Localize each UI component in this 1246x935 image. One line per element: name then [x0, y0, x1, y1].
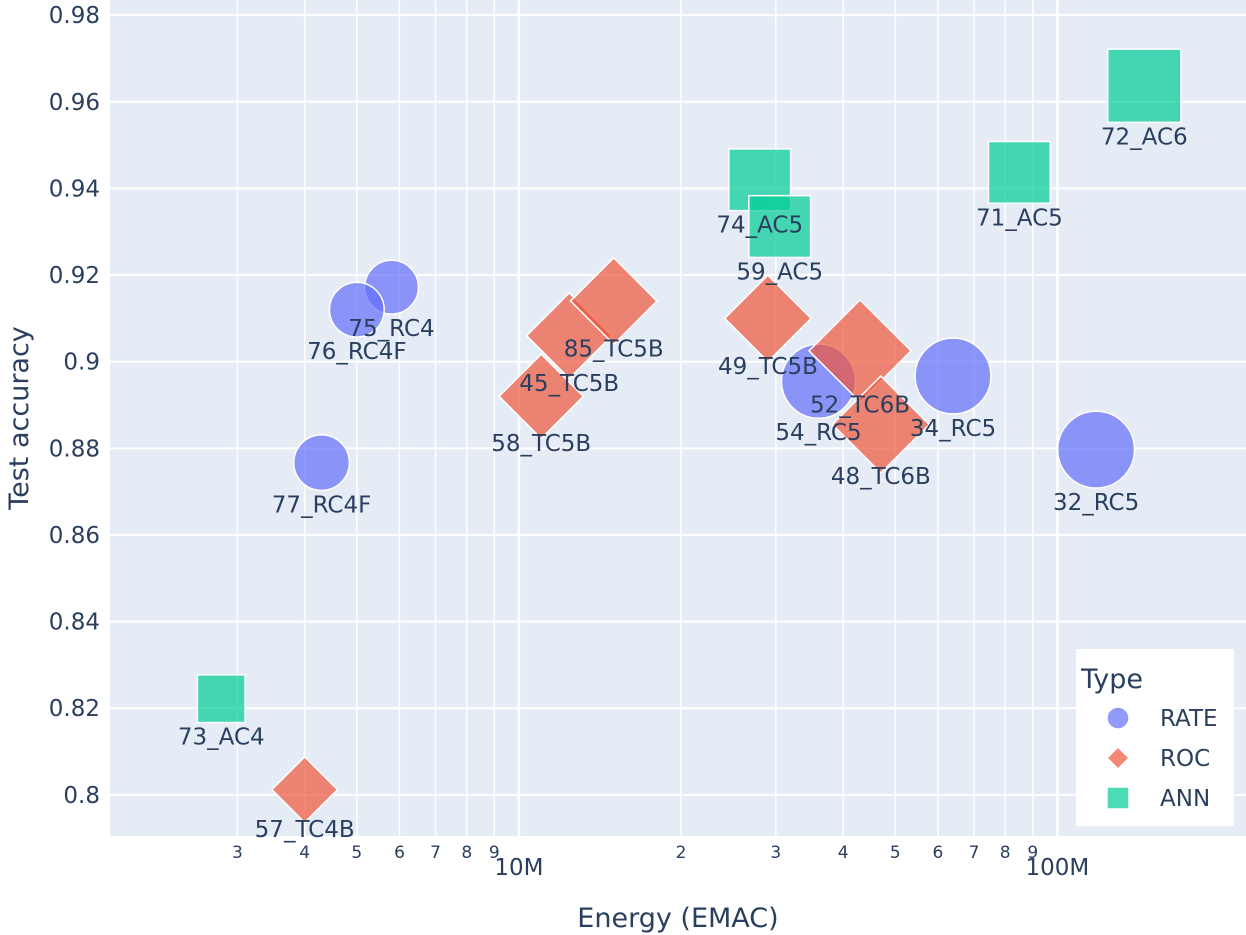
data-label: 73_AC4 — [178, 725, 265, 751]
x-minor-tick-label: 8 — [1000, 843, 1011, 863]
y-tick-label: 0.98 — [49, 3, 100, 29]
y-tick-label: 0.8 — [63, 783, 100, 809]
x-minor-tick-label: 5 — [351, 843, 362, 863]
x-axis-title: Energy (EMAC) — [577, 903, 778, 934]
ann-marker — [196, 674, 246, 724]
x-minor-tick-label: 5 — [890, 843, 901, 863]
rate-marker — [1056, 410, 1136, 489]
legend-rate-label: RATE — [1160, 706, 1218, 732]
ann-marker — [1106, 48, 1182, 124]
data-label: 77_RC4F — [272, 492, 372, 518]
legend-ann-symbol — [1106, 786, 1130, 810]
y-tick-label: 0.9 — [63, 350, 100, 376]
data-markers — [196, 48, 1182, 824]
y-tick-label: 0.82 — [49, 696, 100, 722]
legend-box — [1076, 649, 1234, 826]
x-major-tick-label: 10M — [494, 855, 543, 881]
y-tick-label: 0.96 — [49, 90, 100, 116]
x-minor-tick-label: 9 — [1027, 843, 1038, 863]
x-minor-tick-label: 3 — [770, 843, 781, 863]
legend-roc-symbol — [1105, 745, 1131, 771]
y-tick-label: 0.88 — [49, 436, 100, 462]
data-label: 85_TC5B — [564, 337, 664, 363]
legend-ann-label: ANN — [1160, 786, 1210, 812]
x-minor-tick-label: 4 — [838, 843, 849, 863]
roc-marker — [498, 353, 585, 440]
data-label: 49_TC5B — [718, 354, 818, 380]
data-label: 57_TC4B — [255, 817, 355, 843]
roc-marker — [723, 274, 813, 363]
legend-rate-symbol — [1106, 706, 1130, 730]
data-label: 45_TC5B — [519, 371, 619, 397]
y-tick-label: 0.84 — [49, 610, 100, 636]
legend: Type RATE ROC ANN — [1076, 649, 1234, 826]
x-major-tick-label: 100M — [1026, 855, 1090, 881]
data-label: 34_RC5 — [910, 416, 996, 442]
ann-marker — [987, 140, 1052, 205]
data-label: 71_AC5 — [976, 205, 1063, 231]
y-axis-ticks: 0.8 0.82 0.84 0.86 0.88 0.9 0.92 0.94 0.96 0.98 — [49, 3, 100, 809]
data-label: 76_RC4F — [307, 339, 407, 365]
roc-marker — [569, 256, 659, 346]
legend-roc-label: ROC — [1160, 746, 1210, 772]
legend-items[interactable]: RATE ROC ANN — [1105, 706, 1218, 812]
data-label: 59_AC5 — [736, 259, 823, 285]
y-axis-title: Test accuracy — [4, 326, 35, 511]
x-minor-tick-label: 3 — [232, 843, 243, 863]
data-label: 54_RC5 — [775, 420, 861, 446]
x-minor-tick-label: 4 — [299, 843, 310, 863]
x-minor-tick-label: 9 — [489, 843, 500, 863]
x-minor-tick-label: 8 — [461, 843, 472, 863]
data-label: 72_AC6 — [1101, 124, 1188, 150]
data-label: 74_AC5 — [716, 213, 803, 239]
x-minor-tick-label: 6 — [933, 843, 944, 863]
roc-marker — [270, 755, 339, 824]
rate-marker — [293, 434, 351, 492]
y-tick-label: 0.94 — [49, 176, 100, 202]
roc-marker — [831, 375, 931, 474]
ann-marker — [748, 194, 812, 259]
x-minor-tick-label: 6 — [394, 843, 405, 863]
x-minor-tick-label: 7 — [430, 843, 441, 863]
y-tick-label: 0.92 — [49, 263, 100, 289]
data-label: 48_TC6B — [831, 464, 931, 490]
y-tick-label: 0.86 — [49, 523, 100, 549]
legend-title: Type — [1080, 664, 1143, 695]
data-label: 52_TC6B — [810, 393, 910, 419]
data-label: 32_RC5 — [1053, 490, 1139, 516]
rate-marker — [914, 337, 992, 415]
x-minor-tick-label: 7 — [969, 843, 980, 863]
data-label: 58_TC5B — [491, 431, 591, 457]
data-label: 75_RC4 — [348, 316, 434, 342]
rate-marker — [328, 281, 385, 338]
x-minor-tick-label: 2 — [676, 843, 687, 863]
